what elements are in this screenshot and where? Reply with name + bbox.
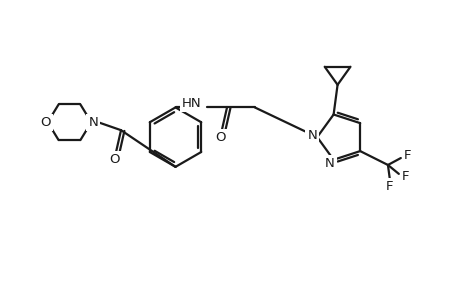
Text: F: F [386, 180, 393, 193]
Text: N: N [88, 116, 98, 129]
Text: N: N [324, 157, 334, 170]
Text: O: O [214, 130, 225, 144]
Text: F: F [403, 148, 411, 162]
Text: F: F [401, 170, 409, 183]
Text: HN: HN [181, 97, 201, 110]
Text: N: N [307, 129, 316, 142]
Text: O: O [109, 153, 119, 167]
Text: O: O [40, 116, 51, 129]
